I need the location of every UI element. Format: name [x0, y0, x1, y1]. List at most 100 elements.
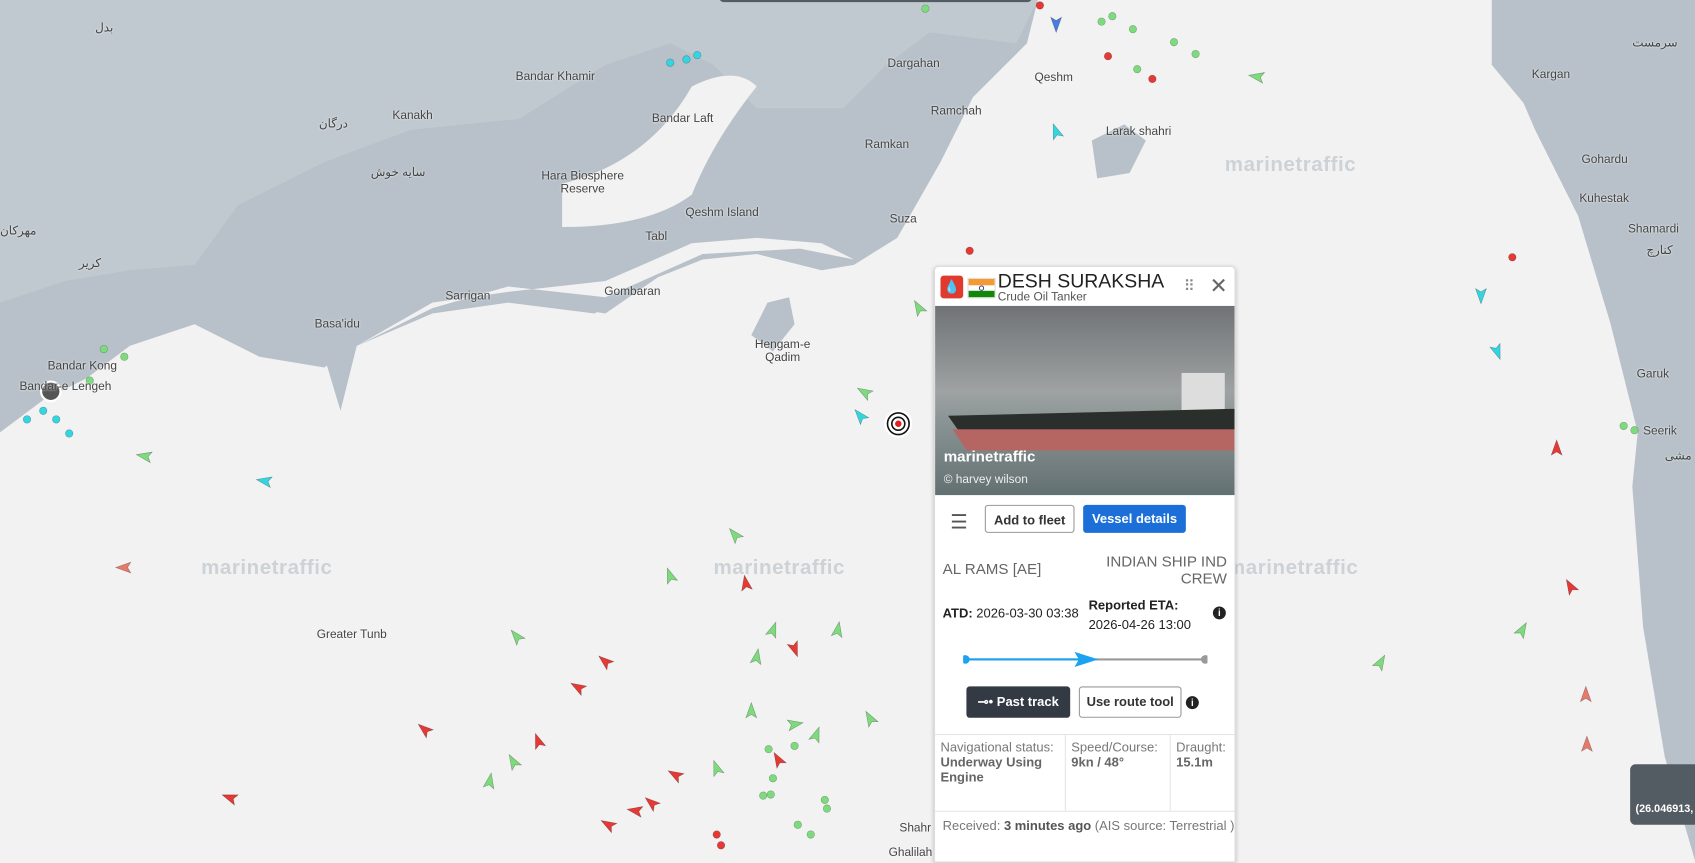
- drag-handle-icon[interactable]: ⠿: [1183, 276, 1195, 295]
- vessel-marker[interactable]: [504, 752, 523, 772]
- vessel-marker[interactable]: [768, 774, 777, 783]
- vessel-marker[interactable]: [1580, 735, 1593, 752]
- route-info-icon[interactable]: i: [1185, 696, 1199, 710]
- vessel-marker[interactable]: [910, 298, 928, 318]
- vessel-marker[interactable]: [1128, 25, 1137, 34]
- vessel-marker[interactable]: [1562, 577, 1580, 597]
- vessel-marker[interactable]: [1097, 17, 1106, 26]
- vessel-marker[interactable]: [1169, 38, 1179, 47]
- vessel-marker[interactable]: [1550, 439, 1563, 456]
- draught-value: 15.1m: [1176, 754, 1213, 770]
- vessel-marker[interactable]: [1630, 426, 1639, 435]
- vessel-marker[interactable]: [764, 620, 781, 639]
- vessel-marker[interactable]: [693, 51, 702, 60]
- vessel-marker[interactable]: [114, 561, 132, 574]
- place-label: Suza: [889, 212, 917, 226]
- place-label: Hara Biosphere Reserve: [541, 169, 624, 196]
- vessel-marker[interactable]: [1247, 70, 1266, 84]
- vessel-marker[interactable]: [99, 345, 108, 354]
- vessel-marker[interactable]: [120, 352, 129, 361]
- vessel-marker[interactable]: [820, 795, 829, 804]
- place-label: Greater Tunb: [316, 628, 387, 642]
- vessel-marker[interactable]: [666, 58, 675, 67]
- vessel-marker[interactable]: [598, 816, 618, 834]
- vessel-marker[interactable]: [712, 830, 721, 839]
- vessel-marker[interactable]: [861, 709, 879, 728]
- vessel-marker[interactable]: [255, 474, 273, 489]
- vessel-marker[interactable]: [822, 804, 832, 813]
- vessel-marker[interactable]: [709, 759, 725, 778]
- vessel-marker[interactable]: [415, 720, 435, 739]
- vessel-marker[interactable]: [1103, 52, 1113, 61]
- close-icon[interactable]: ✕: [1209, 274, 1228, 299]
- vessel-details-button[interactable]: Vessel details: [1083, 504, 1186, 533]
- vessel-marker[interactable]: [806, 830, 815, 839]
- vessel-marker[interactable]: [1579, 685, 1592, 703]
- vessel-marker[interactable]: [745, 701, 758, 719]
- vessel-marker[interactable]: [1619, 421, 1628, 430]
- past-track-button[interactable]: ⊸• Past track: [966, 686, 1071, 718]
- vessel-marker[interactable]: [1513, 620, 1531, 640]
- vessel-marker[interactable]: [793, 820, 802, 829]
- vessel-marker[interactable]: [739, 574, 753, 592]
- vessel-marker[interactable]: [530, 732, 547, 751]
- menu-icon[interactable]: ☰: [950, 511, 968, 533]
- vessel-marker[interactable]: [808, 725, 824, 744]
- vessel-marker[interactable]: [85, 376, 94, 385]
- vessel-marker[interactable]: [595, 652, 615, 671]
- vessel-marker[interactable]: [1035, 1, 1044, 10]
- vessel-marker[interactable]: [52, 415, 61, 424]
- selected-vessel-marker: [884, 409, 913, 438]
- vessel-marker[interactable]: [830, 620, 844, 639]
- vessel-marker[interactable]: [482, 772, 496, 790]
- vessel-marker[interactable]: [764, 745, 773, 754]
- place-label: Bandar Khamir: [515, 70, 595, 84]
- vessel-marker[interactable]: [1191, 49, 1200, 59]
- vessel-marker[interactable]: [851, 406, 870, 426]
- vessel-marker[interactable]: [725, 525, 745, 545]
- vessel-marker[interactable]: [626, 804, 644, 818]
- vessel-marker[interactable]: [642, 793, 662, 813]
- vessel-marker[interactable]: [1108, 12, 1117, 21]
- vessel-marker[interactable]: [1371, 652, 1390, 672]
- port-marker: [39, 380, 62, 403]
- map-top-bar[interactable]: [718, 0, 1033, 3]
- vessel-marker[interactable]: [855, 383, 874, 402]
- popup-header[interactable]: 💧 DESH SURAKSHA Crude Oil Tanker ⠿ ✕: [935, 267, 1234, 306]
- vessel-marker[interactable]: [507, 627, 526, 646]
- vessel-marker[interactable]: [22, 415, 32, 424]
- vessel-marker[interactable]: [790, 741, 799, 750]
- eta-info-icon[interactable]: i: [1212, 606, 1226, 620]
- vessel-marker[interactable]: [665, 766, 685, 784]
- vessel-marker[interactable]: [568, 679, 588, 697]
- vessel-marker[interactable]: [220, 790, 239, 806]
- vessel-marker[interactable]: [1133, 65, 1142, 74]
- vessel-marker[interactable]: [716, 841, 726, 850]
- departure-port[interactable]: AL RAMS [AE]: [942, 559, 1042, 578]
- vessel-marker[interactable]: [682, 55, 691, 64]
- vessel-marker[interactable]: [965, 246, 974, 255]
- eta-label: Reported ETA:: [1088, 597, 1179, 613]
- vessel-marker[interactable]: [1148, 74, 1157, 83]
- vessel-marker[interactable]: [1489, 342, 1505, 361]
- route-tool-button[interactable]: Use route tool: [1078, 686, 1182, 718]
- vessel-marker[interactable]: [786, 717, 804, 732]
- add-to-fleet-button[interactable]: Add to fleet: [984, 504, 1075, 533]
- vessel-marker[interactable]: [769, 750, 787, 770]
- vessel-marker[interactable]: [759, 791, 768, 800]
- vessel-marker[interactable]: [1048, 122, 1065, 141]
- vessel-marker[interactable]: [921, 4, 930, 13]
- vessel-marker[interactable]: [1050, 16, 1063, 34]
- vessel-marker[interactable]: [662, 566, 679, 585]
- vessel-marker[interactable]: [749, 647, 763, 666]
- map-watermark: marinetraffic: [1226, 556, 1359, 580]
- vessel-marker[interactable]: [786, 639, 802, 659]
- vessel-marker[interactable]: [39, 406, 48, 415]
- vessel-marker[interactable]: [65, 429, 74, 438]
- vessel-marker[interactable]: [766, 790, 775, 799]
- vessel-marker[interactable]: [1508, 253, 1517, 262]
- vessel-marker[interactable]: [135, 449, 153, 464]
- vessel-photo[interactable]: marinetraffic © harvey wilson: [935, 305, 1235, 496]
- vessel-marker[interactable]: [1475, 288, 1487, 305]
